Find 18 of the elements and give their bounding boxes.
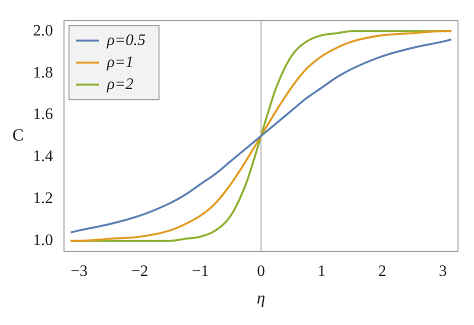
y-tick-label: 1.4 (33, 148, 53, 166)
x-tick-label: 1 (318, 263, 326, 280)
x-tick-label: −2 (131, 263, 148, 280)
x-tick-label: −1 (192, 263, 209, 280)
x-tick-label: 3 (438, 263, 447, 280)
y-tick-label: 1.0 (33, 232, 53, 250)
legend-label: ρ=0.5 (106, 32, 146, 49)
legend-label: ρ=2 (106, 76, 134, 93)
y-tick-label: 1.8 (33, 64, 53, 82)
y-axis-title: C (12, 125, 24, 144)
legend-label: ρ=1 (106, 54, 134, 71)
x-tick-label: 0 (257, 263, 265, 280)
y-tick-label: 2.0 (33, 22, 53, 40)
x-tick-label: −3 (70, 263, 88, 280)
x-axis-title: η (256, 288, 266, 308)
y-tick-label: 1.6 (33, 106, 53, 124)
x-tick-label: 2 (378, 263, 386, 280)
y-tick-label: 1.2 (33, 190, 53, 208)
